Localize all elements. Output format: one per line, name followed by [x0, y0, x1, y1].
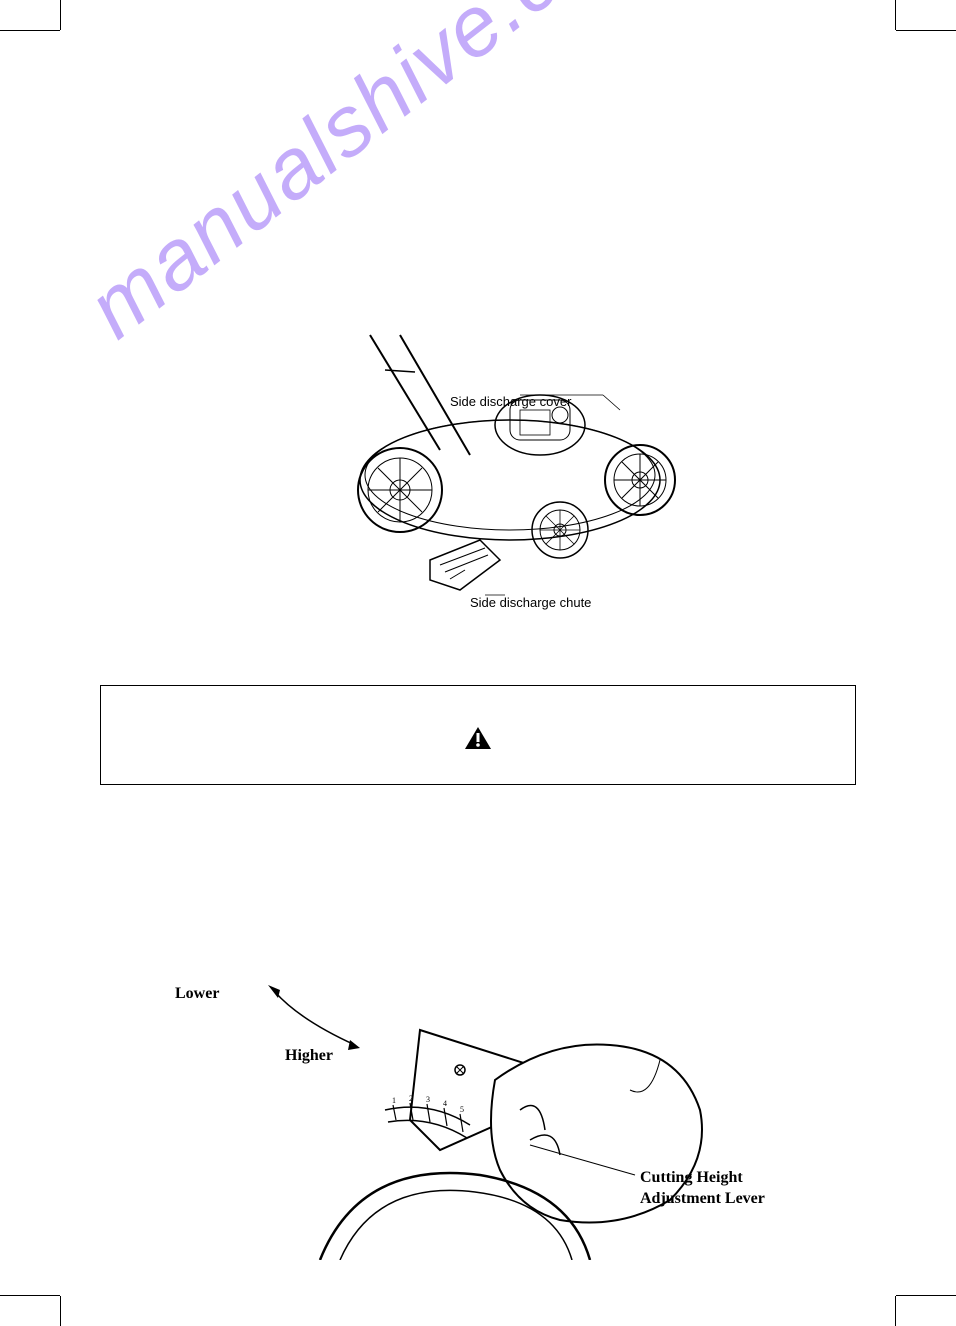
lawn-mower-diagram [310, 330, 710, 630]
cutting-height-line2: Adjustment Lever [640, 1190, 765, 1207]
crop-mark [60, 0, 61, 30]
svg-text:3: 3 [426, 1095, 430, 1104]
crop-mark [896, 1295, 956, 1296]
side-discharge-chute-label: Side discharge chute [470, 595, 591, 610]
crop-mark [895, 1296, 896, 1326]
svg-text:2: 2 [409, 1094, 413, 1103]
crop-mark [60, 1296, 61, 1326]
cutting-height-line1: Cutting Height [640, 1169, 743, 1186]
warning-triangle-icon [464, 726, 492, 750]
crop-mark [0, 1295, 60, 1296]
crop-mark [896, 30, 956, 31]
height-adjustment-diagram: 1 2 3 4 5 [160, 950, 810, 1260]
crop-mark [895, 0, 896, 30]
crop-mark [0, 30, 60, 31]
side-discharge-cover-label: Side discharge cover [450, 394, 571, 409]
higher-label: Higher [285, 1047, 333, 1065]
warning-box [100, 685, 856, 785]
svg-text:5: 5 [460, 1105, 464, 1114]
svg-text:4: 4 [443, 1099, 447, 1108]
cutting-height-label: Cutting Height Adjustment Lever [640, 1168, 765, 1210]
lower-label: Lower [175, 985, 219, 1003]
watermark-text: manualshive.com [70, 0, 675, 358]
page-content: Side discharge cover Side discharge chut… [80, 60, 876, 1266]
svg-text:1: 1 [392, 1096, 396, 1105]
